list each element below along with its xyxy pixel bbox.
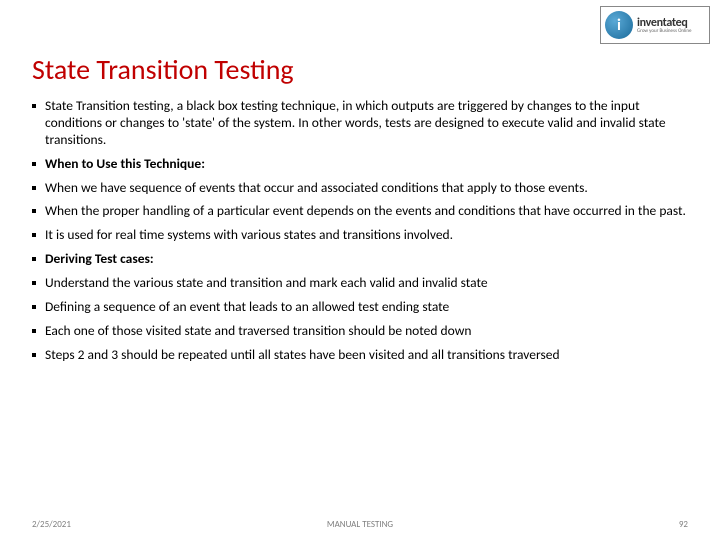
footer-page: 92 — [679, 519, 688, 530]
footer-center: MANUAL TESTING — [327, 519, 393, 530]
bullet-item: When to Use this Technique: — [32, 156, 690, 173]
bullet-item: Understand the various state and transit… — [32, 275, 690, 292]
logo: i inventateq Grow your Business Online — [600, 6, 710, 44]
bullet-text: It is used for real time systems with va… — [45, 227, 690, 244]
logo-icon: i — [605, 11, 633, 39]
logo-sub: Grow your Business Online — [637, 29, 691, 34]
bullet-icon — [32, 329, 36, 333]
bullet-icon — [32, 281, 36, 285]
footer-date: 2/25/2021 — [32, 519, 71, 530]
bullet-icon — [32, 209, 36, 213]
bullet-text: Deriving Test cases: — [45, 251, 690, 268]
bullet-item: Each one of those visited state and trav… — [32, 323, 690, 340]
bullet-icon — [32, 233, 36, 237]
bullet-icon — [32, 353, 36, 357]
bullet-icon — [32, 186, 36, 190]
slide-title: State Transition Testing — [32, 52, 294, 87]
bullet-icon — [32, 104, 36, 108]
bullet-item: When the proper handling of a particular… — [32, 203, 690, 220]
bullet-item: State Transition testing, a black box te… — [32, 98, 690, 149]
bullet-item: When we have sequence of events that occ… — [32, 180, 690, 197]
logo-text: inventateq Grow your Business Online — [637, 17, 691, 34]
bullet-text: Understand the various state and transit… — [45, 275, 690, 292]
bullet-icon — [32, 305, 36, 309]
bullet-item: Defining a sequence of an event that lea… — [32, 299, 690, 316]
bullet-icon — [32, 257, 36, 261]
footer: 2/25/2021 MANUAL TESTING 92 — [0, 519, 720, 530]
bullet-list: State Transition testing, a black box te… — [32, 98, 690, 371]
bullet-text: When we have sequence of events that occ… — [45, 180, 690, 197]
bullet-text: When the proper handling of a particular… — [45, 203, 690, 220]
bullet-text: When to Use this Technique: — [45, 156, 690, 173]
bullet-text: Each one of those visited state and trav… — [45, 323, 690, 340]
bullet-item: Deriving Test cases: — [32, 251, 690, 268]
bullet-text: Steps 2 and 3 should be repeated until a… — [45, 347, 690, 364]
bullet-text: Defining a sequence of an event that lea… — [45, 299, 690, 316]
bullet-text: State Transition testing, a black box te… — [45, 98, 690, 149]
bullet-item: Steps 2 and 3 should be repeated until a… — [32, 347, 690, 364]
bullet-icon — [32, 162, 36, 166]
bullet-item: It is used for real time systems with va… — [32, 227, 690, 244]
logo-main: inventateq — [637, 17, 691, 29]
